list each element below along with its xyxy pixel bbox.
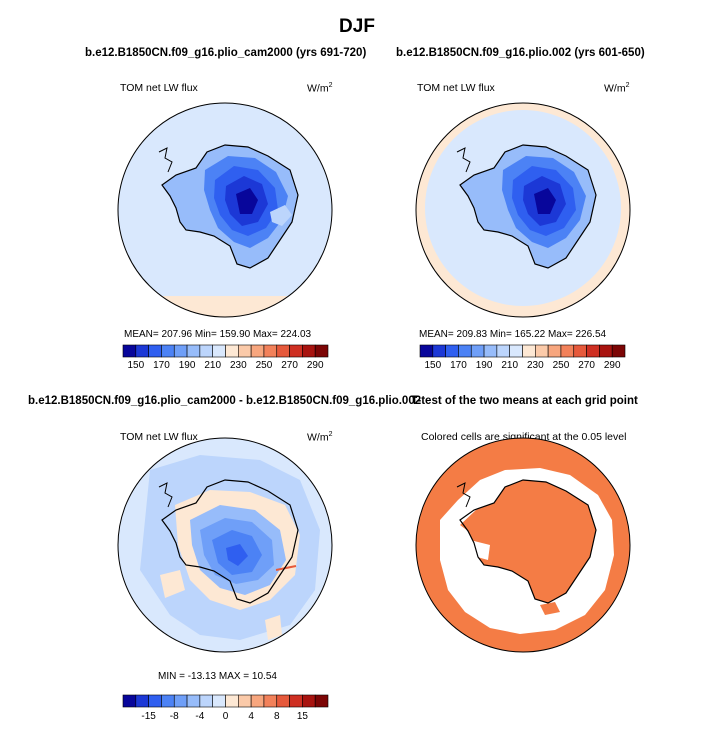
colorbar-swatch [522, 344, 536, 358]
colorbar-swatch [199, 694, 213, 708]
colorbar-swatch [212, 694, 226, 708]
colorbar-swatch [250, 694, 265, 708]
colorbar-tick-label: 15 [296, 711, 308, 722]
colorbar-swatch [173, 344, 188, 358]
colorbar-swatch [263, 344, 278, 358]
colorbar-tick-label: 270 [281, 360, 298, 371]
colorbar-tick-label: 270 [578, 360, 595, 371]
panel2-units-label: W/m2 [604, 82, 630, 95]
colorbar-swatch [148, 344, 162, 358]
colorbar-tick-label: 150 [127, 360, 145, 371]
colorbar-swatch [263, 694, 278, 708]
colorbar-tick-label: 170 [450, 360, 467, 371]
colorbar-swatch [212, 344, 226, 358]
colorbar-swatch [470, 344, 485, 358]
colorbar-tick-label: 4 [248, 711, 254, 722]
colorbar-tick-label: 250 [255, 360, 273, 371]
figure-title: DJF [339, 16, 375, 37]
colorbar-tick-label: 190 [178, 360, 196, 371]
panel3-units-label: W/m2 [307, 431, 333, 444]
colorbar-swatch [483, 344, 498, 358]
colorbar-swatch [496, 344, 510, 358]
colorbar-swatch [509, 344, 523, 358]
panel1-colorbar [122, 344, 329, 358]
colorbar-tick-label: 250 [552, 360, 570, 371]
colorbar-swatch [573, 344, 587, 358]
panel4-subtitle: Colored cells are significant at the 0.0… [421, 431, 627, 443]
colorbar-tick-label: 290 [603, 360, 621, 371]
colorbar-swatch [445, 344, 459, 358]
colorbar-swatch [238, 344, 252, 358]
colorbar-tick-label: -4 [195, 711, 205, 722]
colorbar-swatch [250, 344, 265, 358]
colorbar-tick-label: 230 [229, 360, 247, 371]
colorbar-swatch [276, 694, 290, 708]
colorbar-swatch [199, 344, 213, 358]
colorbar-tick-label: 170 [153, 360, 170, 371]
colorbar-swatch [599, 344, 613, 358]
colorbar-swatch [302, 344, 316, 358]
panel3-map [117, 437, 333, 653]
panel3-colorbar [122, 694, 329, 708]
colorbar-swatch [560, 344, 575, 358]
panel3-variable-label: TOM net LW flux [120, 431, 198, 443]
colorbar-tick-label: 210 [204, 360, 222, 371]
colorbar-swatch [276, 344, 290, 358]
panel1-units-label: W/m2 [307, 82, 333, 95]
colorbar-swatch [186, 344, 201, 358]
colorbar-swatch [289, 694, 303, 708]
colorbar-tick-label: -8 [169, 711, 179, 722]
colorbar-swatch [432, 344, 446, 358]
colorbar-tick-label: 150 [424, 360, 442, 371]
colorbar-tick-label: 210 [501, 360, 519, 371]
panel2-map [415, 102, 631, 318]
colorbar-tick-label: 8 [273, 711, 280, 722]
colorbar-swatch [161, 344, 175, 358]
colorbar-swatch [238, 694, 252, 708]
colorbar-swatch [122, 694, 137, 708]
colorbar-tick-label: -15 [141, 711, 156, 722]
colorbar-swatch [586, 344, 600, 358]
colorbar-swatch [161, 694, 175, 708]
panel2-colorbar [419, 344, 626, 358]
panel3-stats: MIN = -13.13 MAX = 10.54 [158, 671, 277, 682]
colorbar-swatch [314, 694, 329, 708]
colorbar-swatch [547, 344, 562, 358]
colorbar-swatch [535, 344, 549, 358]
colorbar-swatch [135, 344, 149, 358]
colorbar-swatch [186, 694, 201, 708]
panel1-title: b.e12.B1850CN.f09_g16.plio_cam2000 (yrs … [85, 47, 367, 59]
panel2-variable-label: TOM net LW flux [417, 82, 495, 94]
colorbar-swatch [225, 344, 239, 358]
colorbar-swatch [173, 694, 188, 708]
colorbar-swatch [611, 344, 626, 358]
colorbar-swatch [122, 344, 137, 358]
panel2-stats: MEAN= 209.83 Min= 165.22 Max= 226.54 [419, 329, 607, 340]
colorbar-swatch [135, 694, 149, 708]
panel2-title: b.e12.B1850CN.f09_g16.plio.002 (yrs 601-… [396, 47, 645, 59]
panel4-title: T-test of the two means at each grid poi… [411, 395, 638, 407]
colorbar-tick-label: 230 [526, 360, 544, 371]
panel3-title: b.e12.B1850CN.f09_g16.plio_cam2000 - b.e… [28, 395, 422, 407]
colorbar-tick-label: 190 [475, 360, 493, 371]
colorbar-swatch [225, 694, 239, 708]
panel1-map [117, 102, 333, 318]
colorbar-swatch [148, 694, 162, 708]
panel4-map [415, 437, 631, 653]
colorbar-tick-label: 290 [306, 360, 324, 371]
colorbar-swatch [289, 344, 303, 358]
panel1-stats: MEAN= 207.96 Min= 159.90 Max= 224.03 [124, 329, 312, 340]
colorbar-tick-label: 0 [222, 711, 229, 722]
colorbar-swatch [314, 344, 329, 358]
colorbar-swatch [302, 694, 316, 708]
panel1-variable-label: TOM net LW flux [120, 82, 198, 94]
colorbar-swatch [419, 344, 434, 358]
colorbar-swatch [458, 344, 472, 358]
